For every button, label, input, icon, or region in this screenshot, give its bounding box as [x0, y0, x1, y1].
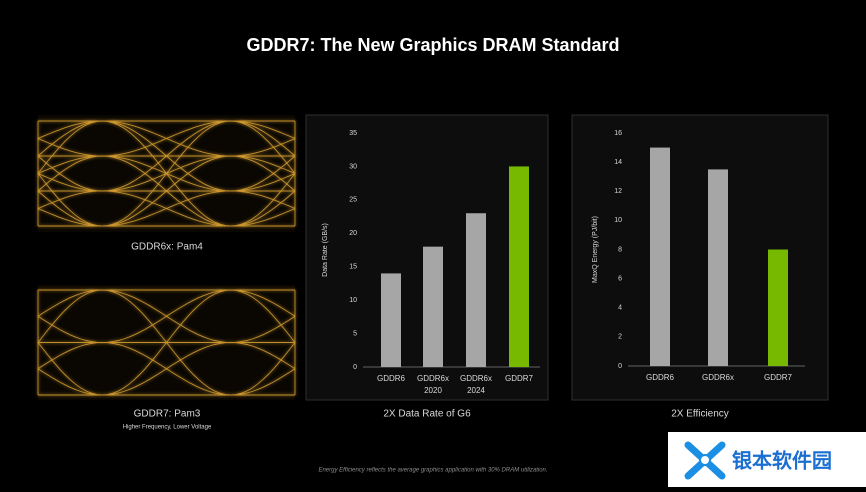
watermark-text: 银本软件园 — [732, 448, 832, 472]
y-axis-label: Data Rate (GB/s) — [322, 223, 329, 277]
eye-diagrams — [37, 120, 296, 396]
x-tick-label: GDDR7 — [505, 374, 534, 383]
y-tick-label: 10 — [349, 297, 357, 304]
bar — [650, 147, 670, 366]
eye-caption: GDDR6x: Pam4 — [131, 242, 203, 253]
y-tick-label: 2 — [618, 334, 622, 341]
y-tick-label: 35 — [349, 130, 357, 137]
chart-panel — [571, 114, 829, 401]
eye-caption: GDDR7: Pam3 — [134, 409, 201, 420]
y-tick-label: 16 — [614, 130, 622, 137]
y-tick-label: 14 — [614, 159, 622, 166]
y-tick-label: 20 — [349, 230, 357, 237]
chart-caption: 2X Efficiency — [671, 409, 729, 420]
bar — [423, 246, 443, 367]
y-tick-label: 25 — [349, 197, 357, 204]
bar — [381, 273, 401, 367]
bar — [509, 166, 529, 367]
watermark-logo — [684, 441, 726, 480]
x-tick-label: GDDR6 — [377, 374, 406, 383]
x-tick-sublabel: 2020 — [424, 386, 442, 395]
bar — [768, 249, 788, 366]
eye-subcaption: Higher Frequency, Lower Voltage — [123, 425, 212, 431]
eye-trace — [37, 289, 296, 396]
eye-trace — [37, 120, 296, 227]
y-tick-label: 5 — [353, 330, 357, 337]
x-tick-sublabel: 2024 — [467, 386, 485, 395]
y-tick-label: 8 — [618, 246, 622, 253]
slide-title: GDDR7: The New Graphics DRAM Standard — [246, 35, 619, 55]
x-tick-label: GDDR6x — [460, 374, 492, 383]
y-tick-label: 30 — [349, 163, 357, 170]
footnote: Energy Efficiency reflects the average g… — [318, 468, 547, 474]
bar — [466, 213, 486, 367]
chart-caption: 2X Data Rate of G6 — [383, 409, 471, 420]
x-tick-label: GDDR6x — [417, 374, 449, 383]
y-axis-label: MaxQ Energy (PJ/bit) — [592, 216, 599, 283]
x-tick-label: GDDR6x — [702, 373, 734, 382]
y-tick-label: 10 — [614, 217, 622, 224]
y-tick-label: 6 — [618, 275, 622, 282]
bar — [708, 169, 728, 366]
y-tick-label: 0 — [353, 364, 357, 371]
y-tick-label: 0 — [618, 363, 622, 370]
x-tick-label: GDDR6 — [646, 373, 675, 382]
y-tick-label: 12 — [614, 188, 622, 195]
y-tick-label: 15 — [349, 264, 357, 271]
x-tick-label: GDDR7 — [764, 373, 793, 382]
y-tick-label: 4 — [618, 305, 622, 312]
